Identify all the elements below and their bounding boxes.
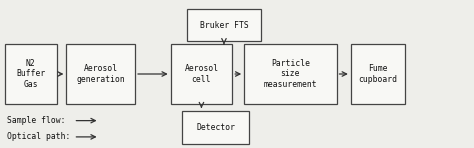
Text: Optical path:: Optical path: [7,132,71,141]
Text: Fume
cupboard: Fume cupboard [358,64,398,84]
Text: Sample flow:: Sample flow: [7,116,65,125]
Text: Particle
size
measurement: Particle size measurement [264,59,317,89]
Text: Detector: Detector [196,123,235,132]
FancyBboxPatch shape [187,9,261,41]
FancyBboxPatch shape [351,44,405,104]
Text: Bruker FTS: Bruker FTS [200,21,248,30]
FancyBboxPatch shape [5,44,57,104]
Text: Aerosol
generation: Aerosol generation [76,64,125,84]
FancyBboxPatch shape [171,44,232,104]
FancyBboxPatch shape [182,111,249,144]
Text: N2
Buffer
Gas: N2 Buffer Gas [16,59,46,89]
Text: Aerosol
cell: Aerosol cell [184,64,219,84]
FancyBboxPatch shape [66,44,135,104]
FancyBboxPatch shape [244,44,337,104]
